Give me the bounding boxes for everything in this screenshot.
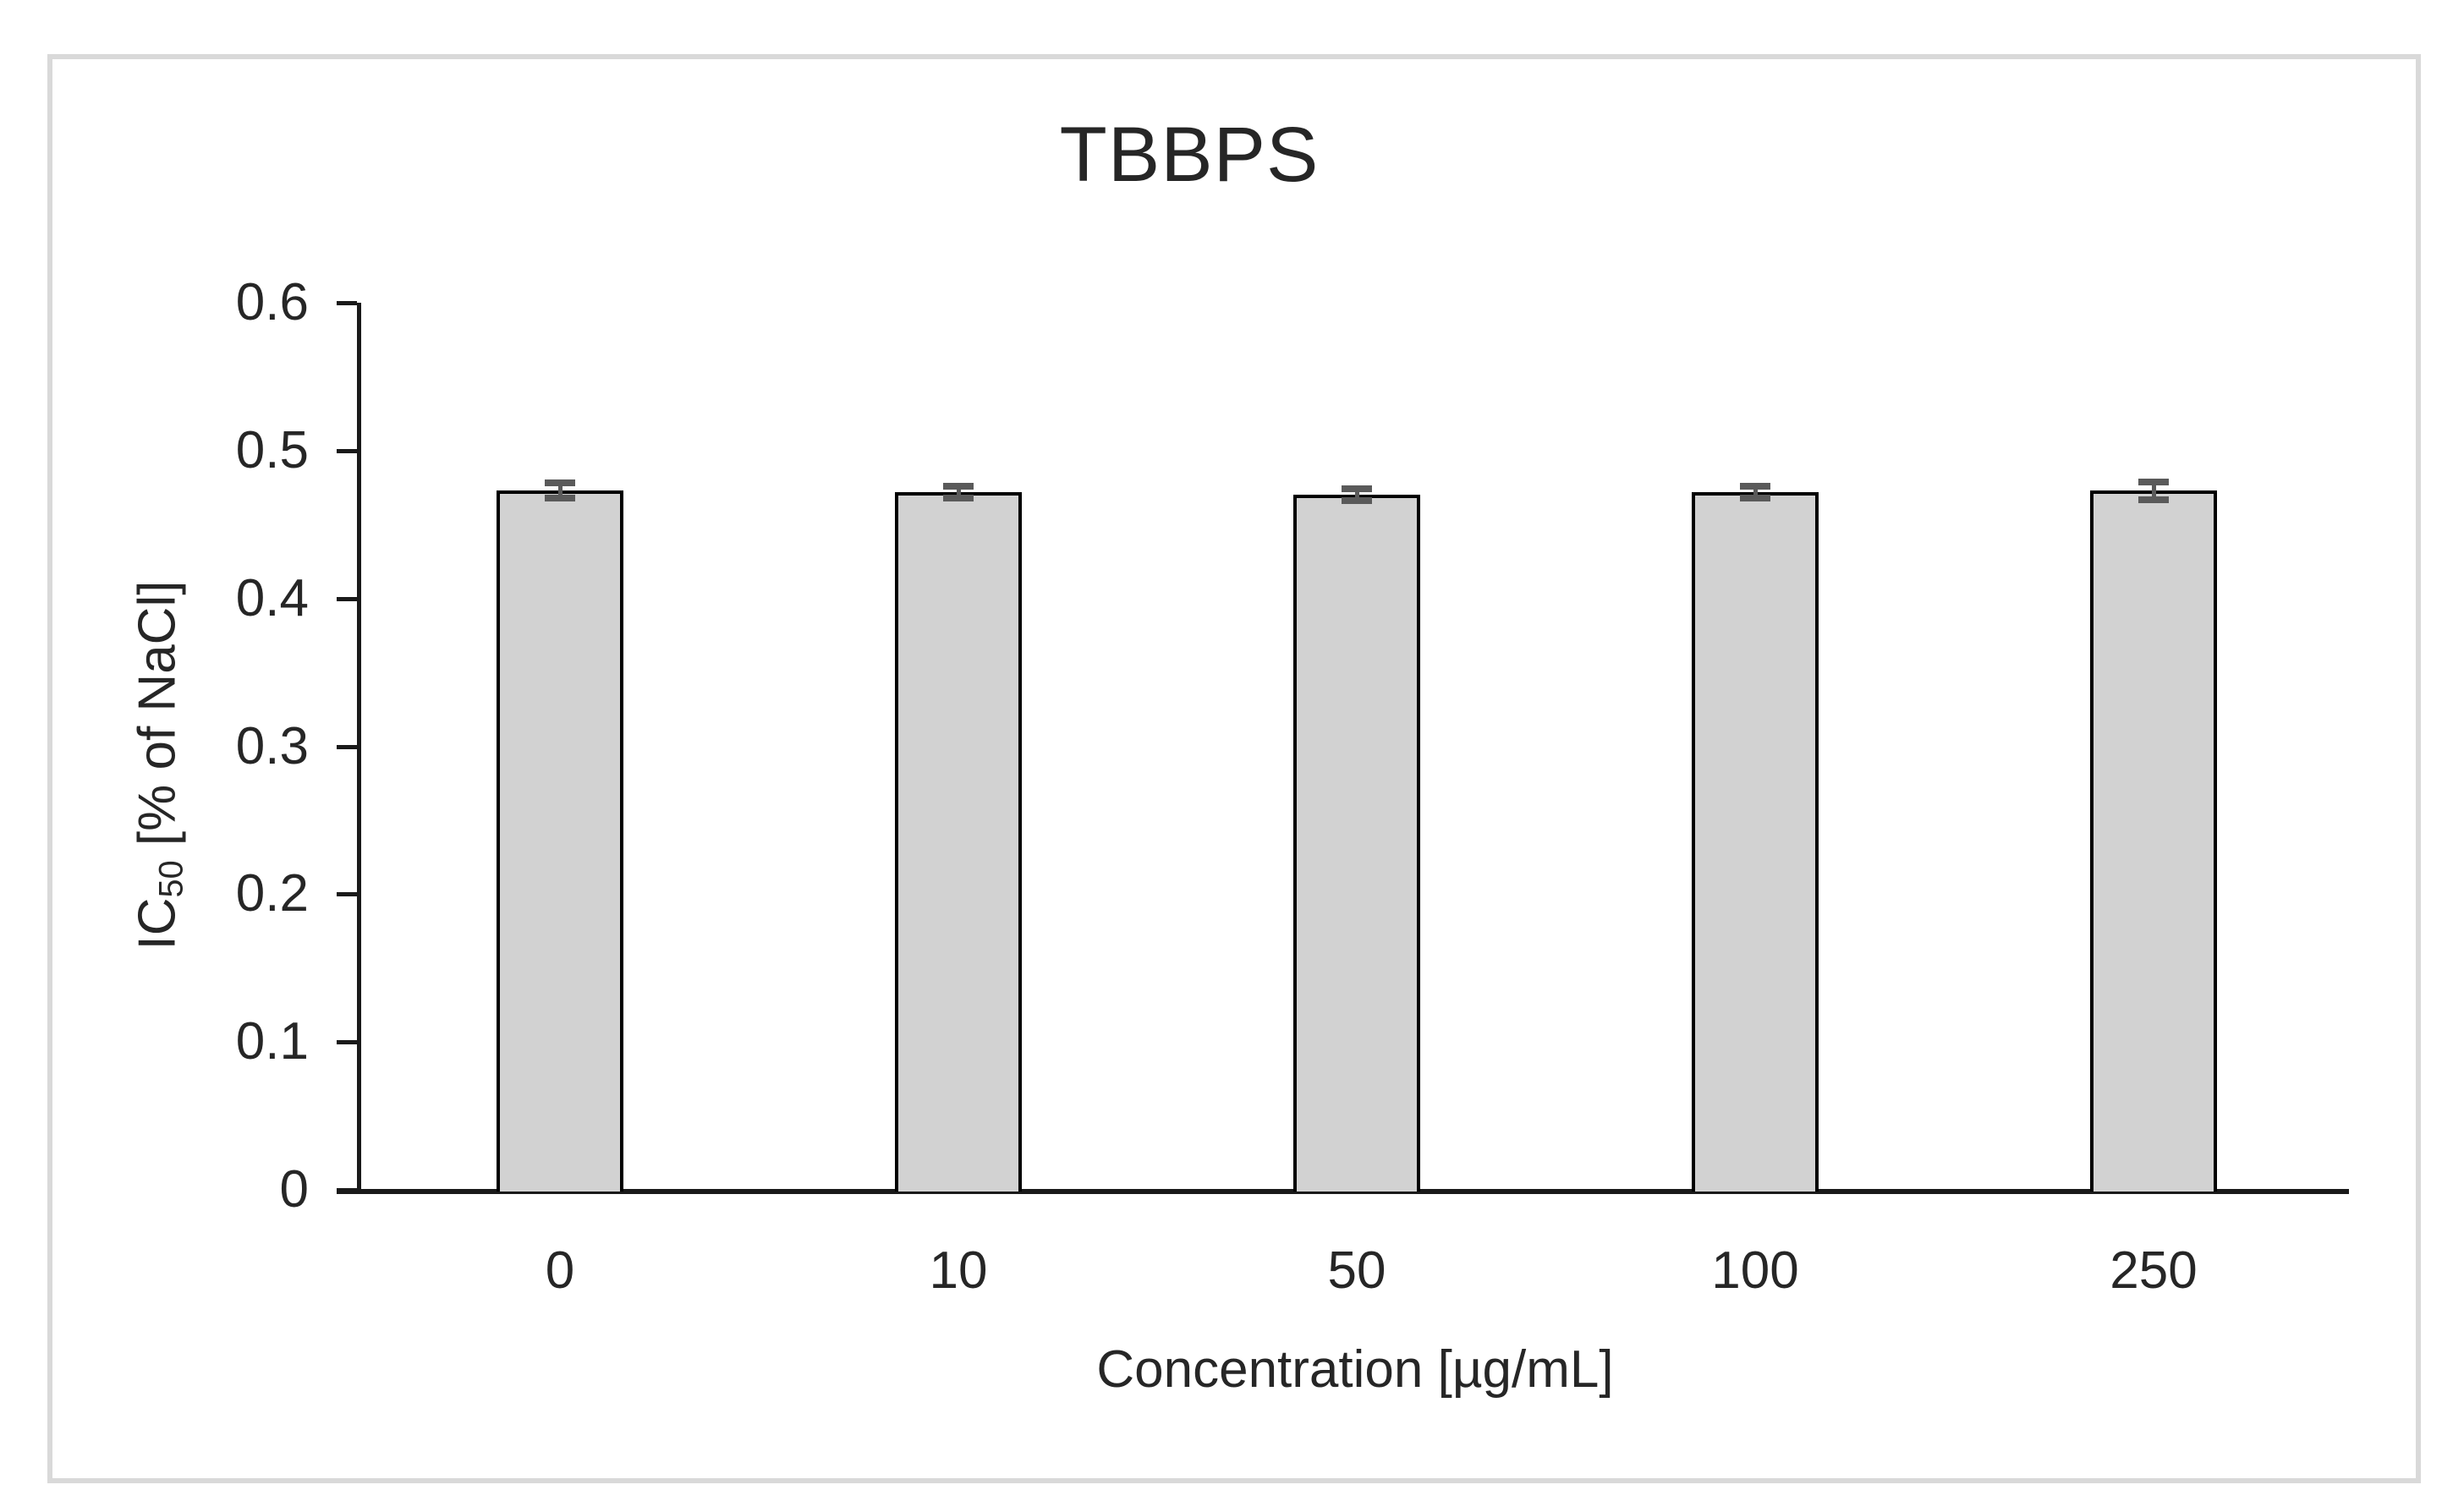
- error-bar-cap-top: [1342, 485, 1372, 493]
- y-tick: [337, 1188, 357, 1192]
- y-tick-label: 0.6: [235, 273, 309, 331]
- bar: [1692, 491, 1819, 1192]
- bar: [497, 490, 623, 1192]
- error-bar-cap-bottom: [1740, 494, 1770, 501]
- x-category-label: 100: [1711, 1241, 1799, 1300]
- y-tick-label: 0.5: [235, 420, 309, 479]
- bar: [1293, 495, 1420, 1192]
- y-tick-label: 0.1: [235, 1012, 309, 1071]
- y-tick: [337, 744, 357, 749]
- x-category-label: 50: [1327, 1241, 1386, 1300]
- y-tick: [337, 301, 357, 305]
- chart-frame: [47, 54, 2421, 1483]
- error-bar-whisker: [557, 483, 562, 498]
- error-bar-cap-bottom: [943, 494, 974, 501]
- error-bar-whisker: [1753, 485, 1758, 498]
- y-tick: [337, 892, 357, 897]
- error-bar-cap-top: [2138, 478, 2169, 485]
- error-bar-cap-top: [1740, 482, 1770, 490]
- error-bar-cap-top: [545, 479, 575, 487]
- y-tick-label: 0.3: [235, 716, 309, 775]
- y-tick-label: 0.2: [235, 864, 309, 923]
- y-tick: [337, 596, 357, 601]
- chart-title: TBBPS: [1059, 112, 1320, 198]
- y-tick-label: 0: [279, 1160, 309, 1219]
- error-bar-cap-bottom: [1342, 497, 1372, 505]
- bar: [895, 491, 1022, 1192]
- error-bar-cap-top: [943, 482, 974, 490]
- x-axis-title: Concentration [µg/mL]: [1096, 1340, 1614, 1399]
- bar: [2090, 490, 2217, 1192]
- x-category-label: 250: [2110, 1241, 2198, 1300]
- y-tick-label: 0.4: [235, 568, 309, 627]
- y-tick: [337, 448, 357, 453]
- error-bar-whisker: [2151, 481, 2156, 500]
- error-bar-cap-bottom: [545, 494, 575, 501]
- x-category-label: 0: [545, 1241, 575, 1300]
- x-axis-line: [337, 1189, 2349, 1194]
- y-axis-line: [357, 303, 361, 1194]
- x-category-label: 10: [929, 1241, 988, 1300]
- y-tick: [337, 1040, 357, 1045]
- error-bar-whisker: [956, 485, 961, 498]
- error-bar-whisker: [1354, 489, 1359, 501]
- error-bar-cap-bottom: [2138, 496, 2169, 503]
